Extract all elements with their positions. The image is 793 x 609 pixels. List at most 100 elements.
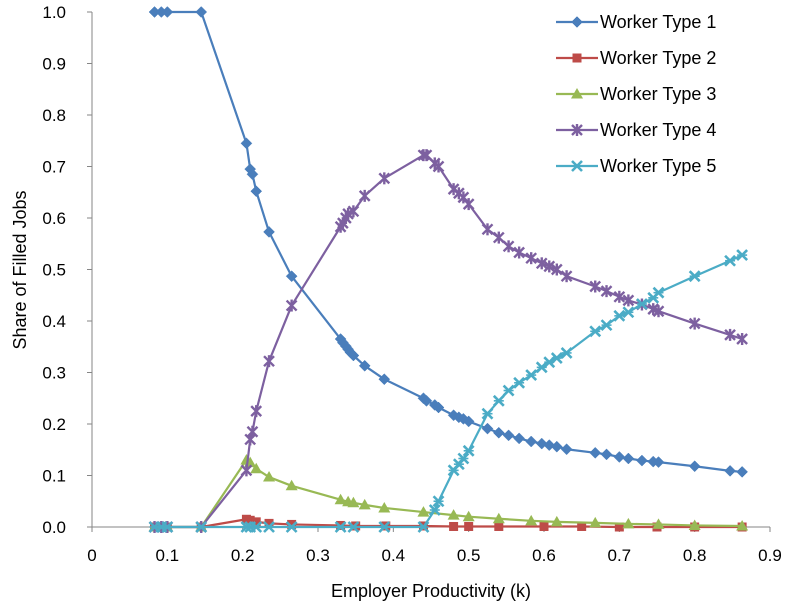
data-point	[613, 290, 626, 303]
legend-label: Worker Type 1	[600, 12, 716, 32]
data-point	[358, 498, 371, 510]
data-point	[347, 521, 360, 533]
data-point	[417, 506, 430, 517]
data-point	[432, 495, 445, 508]
data-point	[347, 349, 360, 362]
data-point	[550, 352, 563, 364]
legend-label: Worker Type 2	[600, 48, 716, 68]
data-point	[550, 263, 563, 276]
data-point	[688, 270, 701, 283]
data-point	[285, 479, 298, 491]
x-tick-label: 0.9	[758, 546, 782, 565]
x-tick-label: 0.6	[532, 546, 556, 565]
y-tick-label: 0.4	[42, 312, 66, 331]
x-tick-label: 0.2	[231, 546, 255, 565]
data-point	[378, 521, 391, 533]
data-point	[513, 432, 525, 445]
data-point	[417, 521, 430, 533]
x-tick-labels: 0 0.1 0.2 0.3 0.4 0.5 0.6 0.7 0.8 0.9	[87, 527, 782, 565]
data-point	[724, 254, 736, 267]
data-point	[688, 460, 701, 473]
legend-marker	[571, 124, 583, 136]
data-point	[263, 355, 275, 368]
data-point	[652, 305, 665, 318]
data-point	[622, 306, 635, 319]
data-point	[347, 205, 360, 218]
data-point	[543, 439, 556, 451]
data-point	[428, 504, 441, 516]
y-tick-label: 0.5	[42, 261, 66, 280]
y-tick-label: 0.2	[42, 415, 66, 434]
legend-item: Worker Type 1	[556, 12, 716, 32]
data-point	[724, 328, 736, 341]
data-point	[560, 270, 573, 283]
data-point	[195, 6, 208, 18]
data-point	[589, 325, 602, 338]
data-point	[358, 359, 371, 372]
data-point	[246, 425, 259, 438]
legend: Worker Type 1 Worker Type 2 Worker Type 3 W…	[556, 12, 716, 176]
data-point	[724, 465, 736, 477]
data-point	[447, 509, 460, 520]
data-point	[481, 422, 494, 435]
data-point	[161, 6, 174, 18]
data-point	[195, 521, 208, 533]
y-tick-label: 0.8	[42, 106, 66, 125]
data-point	[502, 384, 515, 397]
data-point	[736, 466, 748, 478]
data-point	[240, 137, 253, 150]
data-point	[622, 452, 635, 465]
y-tick-label: 0.9	[42, 55, 66, 74]
data-point	[535, 257, 548, 270]
data-point	[250, 405, 263, 418]
data-point	[736, 519, 749, 531]
data-point	[161, 521, 174, 533]
data-point	[481, 223, 494, 236]
data-point	[492, 231, 505, 244]
data-point	[358, 189, 371, 202]
y-tick-labels: 0.0 0.1 0.2 0.3 0.4 0.5 0.6 0.7 0.8 0.9 1.0	[42, 3, 92, 537]
data-point	[589, 446, 602, 459]
data-point	[577, 521, 587, 531]
data-point	[334, 521, 347, 533]
data-point	[560, 347, 573, 359]
data-point	[240, 464, 253, 477]
data-point	[347, 496, 360, 508]
x-tick-label: 0.8	[683, 546, 707, 565]
series-3	[148, 454, 749, 532]
data-point	[613, 451, 626, 463]
data-point	[250, 462, 263, 474]
data-point	[462, 415, 475, 428]
data-point	[287, 519, 297, 529]
data-point	[736, 333, 748, 346]
data-point	[378, 501, 391, 513]
data-point	[492, 512, 505, 524]
x-axis-title: Employer Productivity (k)	[331, 581, 531, 601]
data-point	[636, 454, 648, 467]
data-point	[462, 444, 475, 457]
data-point	[652, 286, 665, 299]
data-point	[502, 429, 515, 442]
data-point	[636, 298, 648, 310]
data-point	[550, 440, 563, 453]
data-point	[600, 285, 613, 298]
series-line	[154, 10, 743, 473]
data-point	[494, 521, 504, 531]
legend-marker	[571, 16, 583, 28]
y-axis-title: Share of Filled Jobs	[10, 190, 30, 349]
data-point	[285, 521, 298, 533]
data-point	[492, 426, 505, 439]
data-point	[622, 294, 635, 307]
data-point	[688, 317, 701, 330]
legend-item: Worker Type 2	[556, 48, 716, 68]
y-tick-label: 0.7	[42, 158, 66, 177]
legend-marker	[572, 53, 582, 63]
x-tick-label: 0	[87, 546, 96, 565]
data-point	[525, 252, 538, 265]
data-point	[449, 521, 459, 531]
series-line	[154, 154, 743, 529]
data-point	[550, 515, 563, 527]
y-tick-label: 0.1	[42, 467, 66, 486]
data-point	[652, 518, 665, 529]
